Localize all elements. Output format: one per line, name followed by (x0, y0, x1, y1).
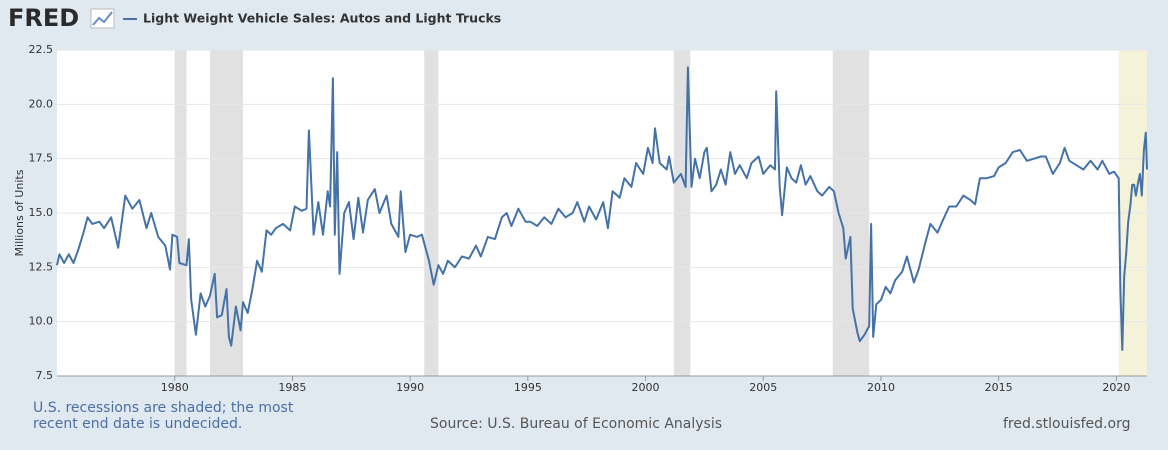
x-tick-label: 1980 (161, 381, 189, 394)
y-tick-label: 12.5 (29, 260, 54, 273)
x-tick-label: 1995 (514, 381, 542, 394)
source: Source: U.S. Bureau of Economic Analysis (430, 416, 723, 432)
x-tick-label: 2005 (749, 381, 777, 394)
legend-label: Light Weight Vehicle Sales: Autos and Li… (143, 11, 501, 26)
y-tick-label: 22.5 (29, 43, 54, 56)
y-tick-label: 17.5 (29, 152, 54, 165)
y-tick-label: 10.0 (29, 315, 54, 328)
series-line (56, 66, 1148, 351)
logo: FRED (8, 4, 79, 32)
y-tick-label: 20.0 (29, 97, 54, 110)
y-tick-label: 15.0 (29, 206, 54, 219)
x-tick-label: 2015 (985, 381, 1013, 394)
site: fred.stlouisfed.org (1003, 416, 1131, 432)
y-axis-label: Millions of Units (13, 169, 26, 256)
x-tick-label: 2000 (632, 381, 660, 394)
x-tick-label: 1990 (396, 381, 424, 394)
logo-icon (90, 8, 115, 29)
x-tick-label: 1985 (278, 381, 306, 394)
y-tick-label: 7.5 (36, 369, 54, 382)
x-tick-label: 2010 (867, 381, 895, 394)
note: U.S. recessions are shaded; the most rec… (33, 400, 294, 432)
x-tick-label: 2020 (1102, 381, 1130, 394)
